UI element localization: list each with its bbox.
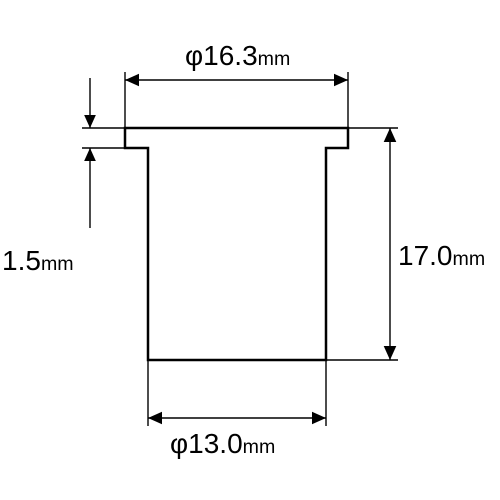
dim-label-top-dia: φ16.3mm — [185, 40, 290, 72]
dim-value: 17.0 — [398, 240, 453, 271]
dim-unit: mm — [258, 48, 291, 70]
dia-symbol: φ — [185, 40, 203, 71]
dim-unit: mm — [41, 253, 74, 275]
dim-value: 16.3 — [203, 40, 258, 71]
dim-value: 1.5 — [2, 245, 41, 276]
dim-label-total-height: 17.0mm — [398, 240, 485, 272]
dim-label-bottom-dia: φ13.0mm — [170, 428, 275, 460]
dim-unit: mm — [243, 436, 276, 458]
dim-unit: mm — [453, 248, 486, 270]
dia-symbol: φ — [170, 428, 188, 459]
dim-value: 13.0 — [188, 428, 243, 459]
dim-label-flange-thickness: 1.5mm — [2, 245, 74, 277]
